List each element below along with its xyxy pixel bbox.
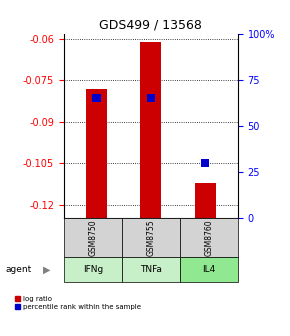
Text: IL4: IL4 — [202, 265, 215, 274]
Text: IFNg: IFNg — [83, 265, 103, 274]
Text: GSM8760: GSM8760 — [204, 219, 213, 256]
Bar — [86, 89, 107, 218]
Bar — [92, 94, 101, 102]
Text: GSM8750: GSM8750 — [88, 219, 97, 256]
Text: ▶: ▶ — [43, 265, 50, 275]
Bar — [201, 159, 209, 167]
Text: agent: agent — [6, 265, 32, 274]
Legend: log ratio, percentile rank within the sample: log ratio, percentile rank within the sa… — [15, 296, 141, 310]
Bar — [147, 94, 155, 102]
Bar — [195, 182, 215, 218]
Bar — [140, 42, 161, 218]
Text: TNFa: TNFa — [140, 265, 162, 274]
Text: GSM8755: GSM8755 — [146, 219, 155, 256]
Title: GDS499 / 13568: GDS499 / 13568 — [99, 18, 202, 31]
